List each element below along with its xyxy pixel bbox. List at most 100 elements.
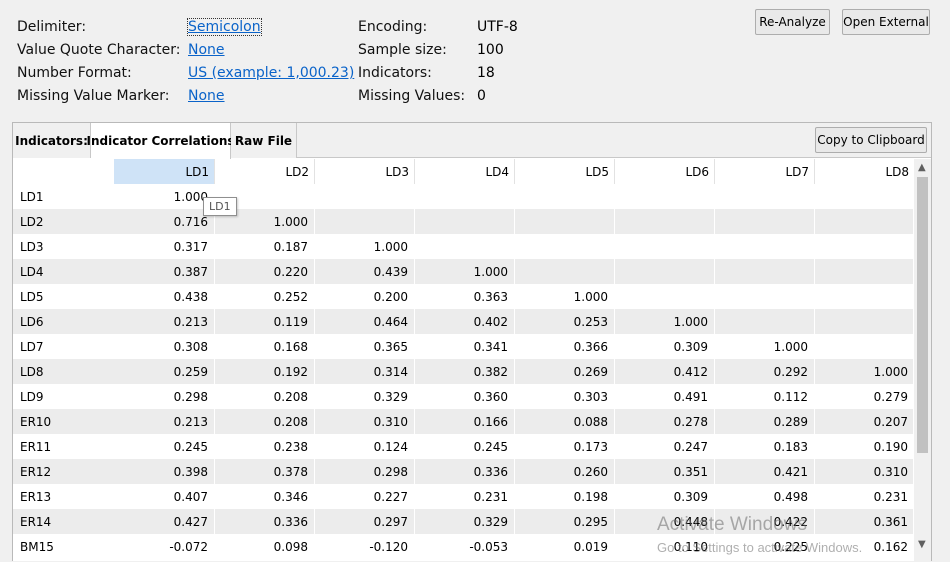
- table-cell[interactable]: [815, 209, 913, 234]
- table-cell[interactable]: 0.329: [315, 384, 415, 409]
- table-cell[interactable]: [615, 209, 715, 234]
- table-cell[interactable]: 0.464: [315, 309, 415, 334]
- table-cell[interactable]: 0.213: [114, 309, 215, 334]
- table-cell[interactable]: 0.402: [415, 309, 515, 334]
- table-cell[interactable]: 0.168: [215, 334, 315, 359]
- table-cell[interactable]: [715, 284, 815, 309]
- table-cell[interactable]: 0.310: [815, 459, 913, 484]
- table-cell[interactable]: 0.421: [715, 459, 815, 484]
- table-cell[interactable]: 0.295: [515, 509, 615, 534]
- table-cell[interactable]: [315, 184, 415, 209]
- table-cell[interactable]: 0.231: [415, 484, 515, 509]
- table-cell[interactable]: 0.162: [815, 534, 913, 559]
- table-cell[interactable]: 0.438: [114, 284, 215, 309]
- table-cell[interactable]: 0.309: [615, 484, 715, 509]
- table-cell[interactable]: 0.183: [715, 434, 815, 459]
- reanalyze-button[interactable]: Re-Analyze: [755, 9, 830, 35]
- table-cell[interactable]: 0.231: [815, 484, 913, 509]
- table-cell[interactable]: 0.187: [215, 234, 315, 259]
- table-cell[interactable]: [815, 259, 913, 284]
- table-cell[interactable]: [815, 234, 913, 259]
- column-header-LD2[interactable]: LD2: [215, 159, 315, 184]
- table-cell[interactable]: 0.245: [415, 434, 515, 459]
- table-cell[interactable]: 0.361: [815, 509, 913, 534]
- table-cell[interactable]: 0.245: [114, 434, 215, 459]
- table-row[interactable]: BM15 -0.072 0.098 -0.120 -0.053 0.019 0.110 0.2…: [13, 534, 913, 559]
- table-cell[interactable]: 1.000: [615, 309, 715, 334]
- table-cell[interactable]: 0.207: [815, 409, 913, 434]
- table-cell[interactable]: 0.427: [114, 509, 215, 534]
- table-cell[interactable]: 0.112: [715, 384, 815, 409]
- vertical-scroll-thumb[interactable]: [917, 177, 928, 453]
- table-cell[interactable]: 0.225: [715, 534, 815, 559]
- table-cell[interactable]: 1.000: [515, 284, 615, 309]
- open-external-button[interactable]: Open External: [842, 9, 930, 35]
- table-cell[interactable]: 0.422: [715, 509, 815, 534]
- table-cell[interactable]: [515, 234, 615, 259]
- table-cell[interactable]: 0.208: [215, 409, 315, 434]
- table-cell[interactable]: 0.190: [815, 434, 913, 459]
- column-header-LD8[interactable]: LD8: [815, 159, 913, 184]
- table-cell[interactable]: [615, 184, 715, 209]
- table-row[interactable]: LD4 0.387 0.220 0.439 1.000: [13, 259, 913, 284]
- table-cell[interactable]: 1.000: [114, 184, 215, 209]
- table-cell[interactable]: 0.310: [315, 409, 415, 434]
- table-cell[interactable]: 0.398: [114, 459, 215, 484]
- table-cell[interactable]: [715, 309, 815, 334]
- table-cell[interactable]: 1.000: [815, 359, 913, 384]
- table-cell[interactable]: 0.200: [315, 284, 415, 309]
- column-header-LD1[interactable]: LD1: [114, 159, 215, 184]
- scroll-up-icon[interactable]: ▲: [918, 162, 926, 173]
- table-cell[interactable]: [415, 184, 515, 209]
- table-cell[interactable]: -0.053: [415, 534, 515, 559]
- table-row[interactable]: LD1 1.000: [13, 184, 913, 209]
- copy-to-clipboard-button[interactable]: Copy to Clipboard: [815, 127, 927, 153]
- table-row[interactable]: LD8 0.259 0.192 0.314 0.382 0.269 0.412 0.292 1.…: [13, 359, 913, 384]
- table-cell[interactable]: 0.360: [415, 384, 515, 409]
- table-row[interactable]: LD2 0.716 1.000: [13, 209, 913, 234]
- table-cell[interactable]: 0.309: [615, 334, 715, 359]
- table-cell[interactable]: 0.198: [515, 484, 615, 509]
- table-cell[interactable]: 0.351: [615, 459, 715, 484]
- table-cell[interactable]: 0.378: [215, 459, 315, 484]
- table-cell[interactable]: 0.208: [215, 384, 315, 409]
- table-row[interactable]: LD3 0.317 0.187 1.000: [13, 234, 913, 259]
- table-cell[interactable]: 0.247: [615, 434, 715, 459]
- table-cell[interactable]: -0.072: [114, 534, 215, 559]
- column-header-LD5[interactable]: LD5: [515, 159, 615, 184]
- table-cell[interactable]: 0.412: [615, 359, 715, 384]
- table-row[interactable]: ER13 0.407 0.346 0.227 0.231 0.198 0.309 0.498 0…: [13, 484, 913, 509]
- table-cell[interactable]: [815, 334, 913, 359]
- table-cell[interactable]: 0.382: [415, 359, 515, 384]
- table-cell[interactable]: [215, 184, 315, 209]
- table-cell[interactable]: 0.173: [515, 434, 615, 459]
- table-cell[interactable]: 1.000: [715, 334, 815, 359]
- table-row[interactable]: ER14 0.427 0.336 0.297 0.329 0.295 0.448 0.422 0…: [13, 509, 913, 534]
- table-cell[interactable]: 0.336: [215, 509, 315, 534]
- table-cell[interactable]: 0.119: [215, 309, 315, 334]
- table-cell[interactable]: [515, 259, 615, 284]
- table-cell[interactable]: 0.439: [315, 259, 415, 284]
- table-cell[interactable]: 0.278: [615, 409, 715, 434]
- table-cell[interactable]: [515, 209, 615, 234]
- table-cell[interactable]: [615, 284, 715, 309]
- table-cell[interactable]: 0.298: [114, 384, 215, 409]
- table-cell[interactable]: 0.498: [715, 484, 815, 509]
- missing-marker-link[interactable]: None: [188, 88, 225, 104]
- delimiter-link[interactable]: Semicolon: [187, 18, 262, 36]
- table-row[interactable]: LD5 0.438 0.252 0.200 0.363 1.000: [13, 284, 913, 309]
- table-cell[interactable]: 0.297: [315, 509, 415, 534]
- table-cell[interactable]: 0.365: [315, 334, 415, 359]
- quote-char-link[interactable]: None: [188, 42, 225, 58]
- table-cell[interactable]: [615, 234, 715, 259]
- table-row[interactable]: ER12 0.398 0.378 0.298 0.336 0.260 0.351 0.421 0…: [13, 459, 913, 484]
- table-cell[interactable]: [815, 309, 913, 334]
- table-cell[interactable]: 0.253: [515, 309, 615, 334]
- table-cell[interactable]: 0.227: [315, 484, 415, 509]
- tab-raw-file[interactable]: Raw File: [231, 123, 297, 158]
- tab-indicator-correlations[interactable]: Indicator Correlations: [87, 123, 235, 159]
- table-cell[interactable]: 0.387: [114, 259, 215, 284]
- table-cell[interactable]: 0.308: [114, 334, 215, 359]
- table-row[interactable]: LD6 0.213 0.119 0.464 0.402 0.253 1.000: [13, 309, 913, 334]
- table-cell[interactable]: 0.124: [315, 434, 415, 459]
